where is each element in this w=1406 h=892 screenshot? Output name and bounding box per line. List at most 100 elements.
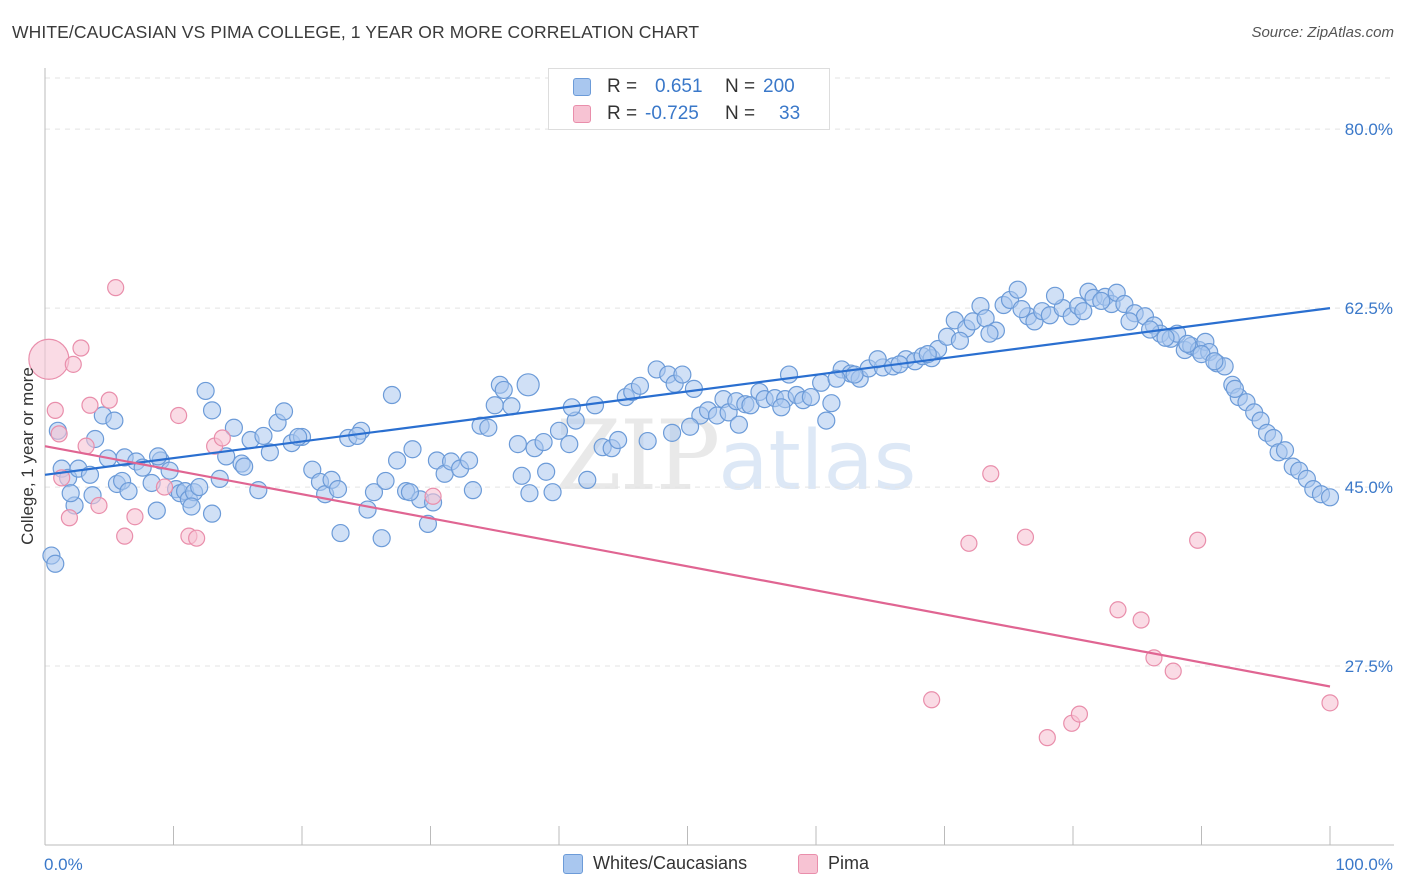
pima-point [1109,601,1127,619]
pima-point [424,487,442,505]
pima-point [72,339,90,357]
series-whites-points [42,280,1340,573]
whites-point [479,418,498,437]
whites-point [1320,488,1340,507]
pima-point [1321,694,1339,712]
whites-point [537,462,556,481]
whites-point [119,482,138,501]
whites-point [630,376,650,395]
pima-point [60,509,79,527]
whites-point [387,451,407,470]
pima-point [1016,528,1035,546]
pima-trend-line [44,445,1331,688]
n-label: N = [725,76,756,97]
r-label: R = [607,76,638,97]
pima-swatch [573,105,591,123]
whites-point [224,418,243,437]
pima-point [213,429,231,447]
y-axis-label: College, 1 year or more [18,367,37,545]
whites-point [673,365,692,384]
r-label: R = [607,103,638,124]
pima-point [107,279,125,297]
whites-point [376,471,395,491]
whites-point [549,421,569,440]
whites-point [372,529,391,548]
whites-point [560,435,579,454]
chart-title: WHITE/CAUCASIAN VS PIMA COLLEGE, 1 YEAR … [12,22,700,42]
whites-point [1008,280,1027,299]
whites-point [1045,286,1065,305]
grid-lines [45,77,1394,667]
whites-point [512,466,531,485]
whites-point [1012,300,1031,319]
y-tick-label: 45.0% [1345,478,1393,497]
whites-point [382,385,402,405]
whites-point [520,484,539,503]
whites-point [148,447,168,466]
whites-point [516,373,540,397]
whites-point [1205,352,1224,371]
pima-point [982,465,1000,483]
pima-point [1132,611,1150,629]
y-tick-label: 27.5% [1345,657,1393,676]
stats-legend: R = 0.651 N = 200 R = -0.725 N = 33 [548,68,830,130]
series-legend: Whites/Caucasians Pima [0,852,1406,878]
whites-point [950,331,970,350]
trend-lines [44,307,1331,688]
whites-point [202,504,222,523]
whites-point [463,481,483,500]
whites-point [400,483,420,502]
pima-point [1164,662,1182,680]
whites-point [817,411,836,430]
pima-point [90,496,108,515]
pima-point [1070,705,1089,723]
whites-point [202,401,222,420]
whites-point [1225,379,1245,398]
whites-point [260,443,279,462]
whites-point [196,381,215,401]
pima-point [46,401,64,419]
whites-point [980,324,999,343]
whites-point [680,417,700,436]
whites-point [190,477,209,497]
whites-point [459,451,479,470]
whites-point [105,411,124,430]
whites-point [403,440,422,459]
x-tick-label-min: 0.0% [44,855,83,874]
stats-row-whites: R = 0.651 N = 200 [549,73,829,101]
legend-label-pima: Pima [828,853,870,873]
whites-point [1178,334,1197,353]
pima-point [116,527,134,545]
tick-labels: 27.5% 45.0% 62.5% 80.0% 0.0% 100.0% [44,120,1393,874]
pima-point [170,406,188,425]
whites-point [182,497,201,516]
x-tick-label-max: 100.0% [1335,855,1393,874]
whites-point [254,426,273,446]
y-tick-label: 80.0% [1345,120,1393,139]
watermark-atlas: atlas [718,414,917,509]
whites-point [274,402,294,421]
whites-point [1156,328,1175,347]
whites-point [801,387,820,407]
whites-point [1275,441,1295,460]
whites-point [328,480,348,499]
whites-point [485,396,504,415]
whites-point [1092,291,1111,311]
whites-point [1074,302,1093,321]
whites-point [662,423,682,442]
n-value-pima: 33 [779,103,801,124]
whites-point [508,435,527,454]
pima-point [50,425,68,443]
legend-label-whites: Whites/Caucasians [593,853,748,873]
r-value-pima: -0.725 [645,103,699,124]
whites-point [578,470,597,490]
whites-point [494,380,513,400]
whites-point [331,523,350,543]
whites-point [918,345,937,364]
whites-point [827,369,846,388]
whites-legend-swatch [563,854,583,874]
stats-row-pima: R = -0.725 N = 33 [549,100,829,128]
pima-point [155,478,174,496]
whites-point [502,397,521,416]
